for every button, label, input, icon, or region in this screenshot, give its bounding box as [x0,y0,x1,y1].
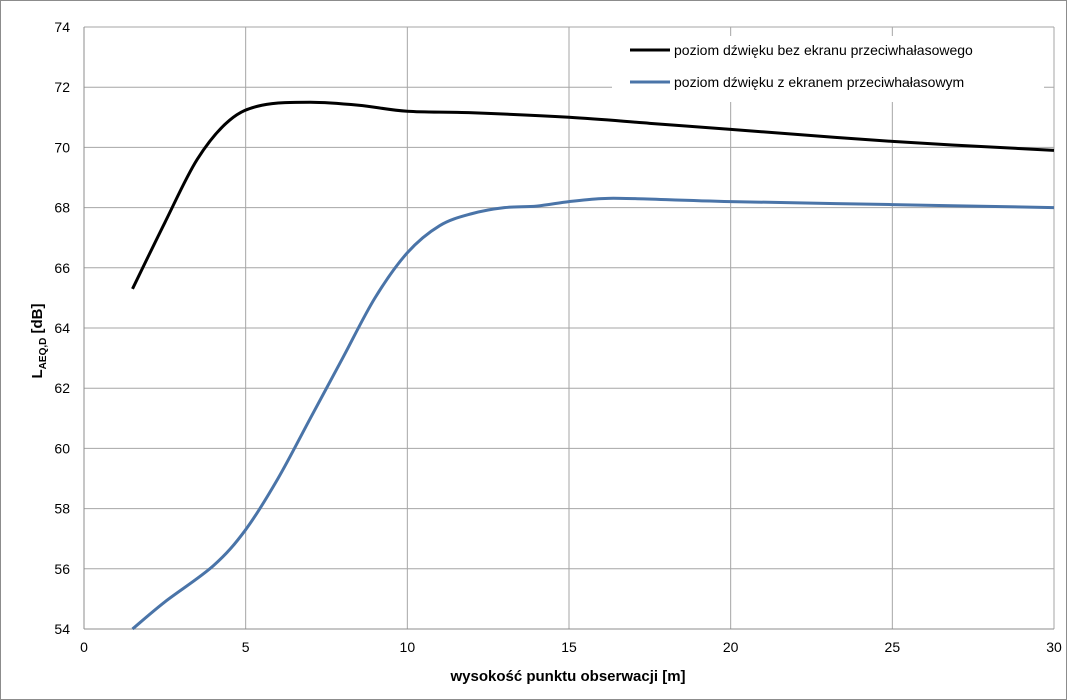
y-tick-label: 68 [54,200,70,216]
y-tick-label: 60 [54,440,70,456]
legend-label-2: poziom dźwięku z ekranem przeciwhałasowy… [674,74,964,90]
x-tick-label: 10 [400,639,416,655]
y-axis-title-main: L [29,369,46,378]
series-line-2 [131,196,1055,631]
y-tick-label: 58 [54,501,70,517]
y-tick-labels: 54 56 58 60 62 64 66 68 70 72 74 [54,19,70,637]
x-tick-label: 30 [1046,639,1062,655]
y-tick-label: 62 [54,380,70,396]
y-tick-label: 54 [54,621,70,637]
x-tick-labels: 0 5 10 15 20 25 30 [80,639,1062,655]
x-tick-label: 5 [242,639,250,655]
series-line-1 [131,100,1055,290]
x-tick-label: 15 [561,639,577,655]
y-tick-label: 70 [54,139,70,155]
x-axis-title: wysokość punktu obserwacji [m] [449,668,685,685]
legend: poziom dźwięku bez ekranu przeciwhałasow… [612,36,1044,102]
y-tick-label: 74 [54,19,70,35]
y-tick-label: 66 [54,260,70,276]
legend-label-1: poziom dźwięku bez ekranu przeciwhałasow… [674,42,973,58]
y-axis-title-suffix: [dB] [29,303,46,337]
y-axis-title: LAEQ,D [dB] [29,303,49,378]
series-lines [131,100,1055,631]
x-tick-label: 0 [80,639,88,655]
x-tick-label: 25 [885,639,901,655]
x-tick-label: 20 [723,639,739,655]
y-tick-label: 64 [54,320,70,336]
y-tick-label: 56 [54,561,70,577]
legend-background [612,36,1044,102]
y-tick-label: 72 [54,79,70,95]
y-axis-title-subscript: AEQ,D [38,338,49,370]
grid-lines [83,26,1055,630]
